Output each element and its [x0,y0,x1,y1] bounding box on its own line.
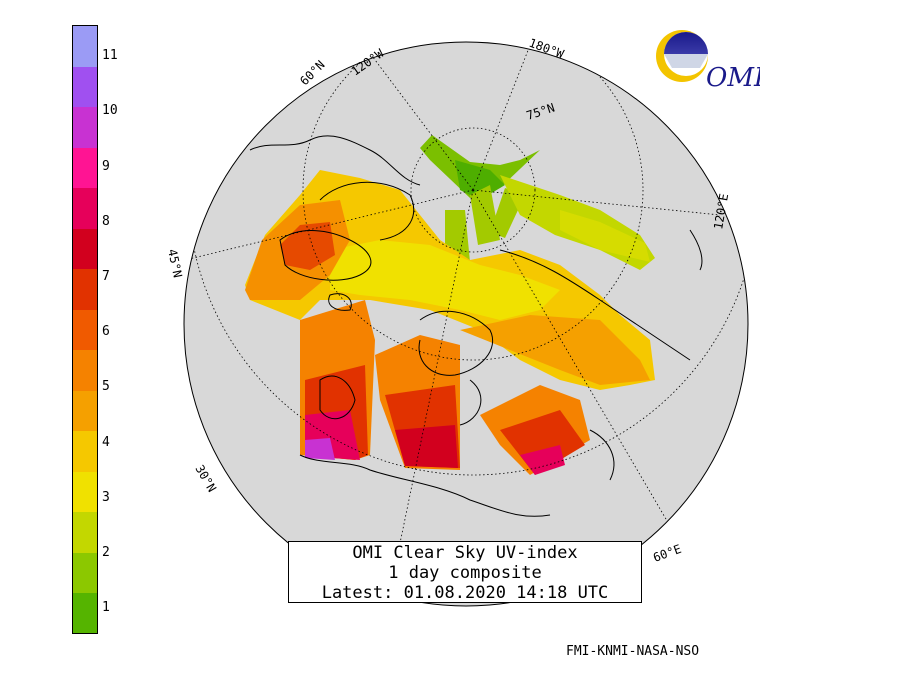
swath-arctic-a [420,135,540,198]
omi-logo: OMI [656,30,760,93]
coast-canada [249,135,421,186]
tick-label-4: 4 [102,435,110,450]
tick-label-11: 11 [102,48,118,63]
meridian-120e [472,189,721,216]
title-line-3: Latest: 01.08.2020 14:18 UTC [321,583,609,603]
coast-mediterranean [299,454,551,517]
color-scale-segment [73,66,97,108]
color-scale-segment [73,147,97,189]
meridian-120w [359,42,474,191]
coast-caspian [589,429,615,481]
parallel-60n [302,42,644,361]
color-scale-segment [73,471,97,513]
color-scale-segment [73,309,97,351]
meridian-60w [184,189,474,261]
credits-text: FMI-KNMI-NASA-NSO [566,644,700,659]
swath-east-band [560,210,650,262]
color-scale-segment [73,511,97,553]
coast-baltic [459,379,482,426]
lat-label-45n: 45°N [165,248,185,279]
tick-label-7: 7 [102,269,110,284]
color-scale-segment [73,430,97,472]
tick-label-9: 9 [102,159,110,174]
tick-label-1: 1 [102,600,110,615]
swath-arctic-b [455,160,505,200]
coast-iceland [328,293,352,311]
color-scale-segment [73,228,97,270]
swath-caspian-pink [520,445,565,475]
lon-label-120e: 120°E [711,193,731,231]
tick-label-6: 6 [102,324,110,339]
color-scale-segment [73,349,97,391]
tick-label-5: 5 [102,379,110,394]
omi-logo-emblem [656,30,708,82]
swath-west-hotspot [280,222,335,270]
title-line-1: OMI Clear Sky UV-index [352,543,578,563]
coast-greenland [319,181,415,241]
map-title-box: OMI Clear Sky UV-index 1 day composite L… [288,541,642,603]
parallel-75n [410,127,536,253]
lon-label-60e: 60°E [651,542,683,565]
coast-siberia [499,249,691,361]
coast-greenland-south [279,230,372,281]
meridian-60e [472,189,691,561]
coast-british-isles [319,375,356,420]
color-scale-segment [73,552,97,594]
swath-balkan-darkred [395,425,458,468]
color-scale-segment [73,268,97,310]
color-scale-segment [73,592,97,634]
swath-yellow-core [330,240,560,320]
tick-label-3: 3 [102,490,110,505]
color-scale-segment [73,106,97,148]
uv-data-swaths [245,135,655,475]
coast-novaya-zemlya [689,229,703,271]
coast-scandinavia [418,310,493,376]
tick-label-2: 2 [102,545,110,560]
swath-russia [460,315,650,385]
color-scale-segment [73,390,97,432]
swath-caspian-red [500,410,585,475]
omi-logo-text: OMI [706,63,760,93]
tick-label-8: 8 [102,214,110,229]
title-line-2: 1 day composite [388,563,542,583]
color-scale-segment [73,26,97,67]
coastlines [249,135,703,517]
color-scale-segment [73,187,97,229]
tick-label-10: 10 [102,103,118,118]
swath-iberia-violet [305,438,335,460]
meridian-0 [379,189,474,606]
lat-label-30n: 30°N [192,463,219,495]
uv-index-color-scale [72,25,98,634]
